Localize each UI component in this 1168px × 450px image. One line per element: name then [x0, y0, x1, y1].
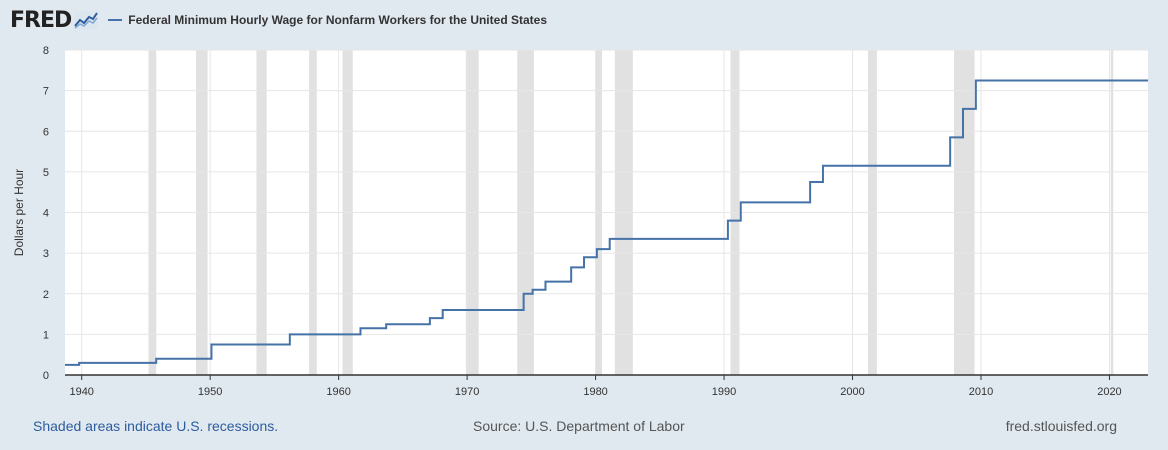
recession-note: Shaded areas indicate U.S. recessions.	[33, 418, 279, 434]
x-tick-label: 1960	[326, 386, 350, 398]
y-tick-label: 5	[43, 167, 49, 179]
legend-series-label[interactable]: Federal Minimum Hourly Wage for Nonfarm …	[128, 13, 547, 27]
y-tick-label: 2	[43, 289, 49, 301]
y-tick-label: 7	[43, 86, 49, 98]
series-line	[65, 79, 1148, 366]
x-tick-label: 1940	[69, 386, 93, 398]
line-chart[interactable]: 0 1 2 3 4 5 6 7 8 1940 1950 1960 1970 1980 1990 2000 201…	[0, 0, 1168, 410]
x-tick-label: 2000	[840, 386, 864, 398]
fred-logo[interactable]: FRED	[10, 7, 99, 33]
x-tick-label: 1950	[198, 386, 222, 398]
y-tick-label: 8	[43, 45, 49, 57]
chart-legend: Federal Minimum Hourly Wage for Nonfarm …	[108, 13, 547, 27]
legend-swatch	[108, 19, 123, 21]
y-tick-label: 4	[43, 208, 49, 220]
x-tick-label: 2010	[969, 386, 993, 398]
chart-header: FRED Federal Minimum Hourly Wage for Non…	[10, 6, 547, 34]
y-tick-label: 1	[43, 329, 49, 341]
x-tick-label: 2020	[1097, 386, 1121, 398]
source-note: Source: U.S. Department of Labor	[473, 418, 685, 434]
x-tick-label: 1970	[455, 386, 479, 398]
y-tick-label: 6	[43, 126, 49, 138]
y-axis-label: Dollars per Hour	[12, 169, 26, 256]
y-tick-label: 3	[43, 248, 49, 260]
trend-chart-icon	[74, 11, 99, 29]
x-tick-label: 1980	[583, 386, 607, 398]
x-tick-label: 1990	[712, 386, 736, 398]
site-url[interactable]: fred.stlouisfed.org	[1005, 418, 1117, 434]
y-tick-label: 0	[43, 370, 49, 382]
fred-logo-text: FRED	[10, 7, 72, 33]
